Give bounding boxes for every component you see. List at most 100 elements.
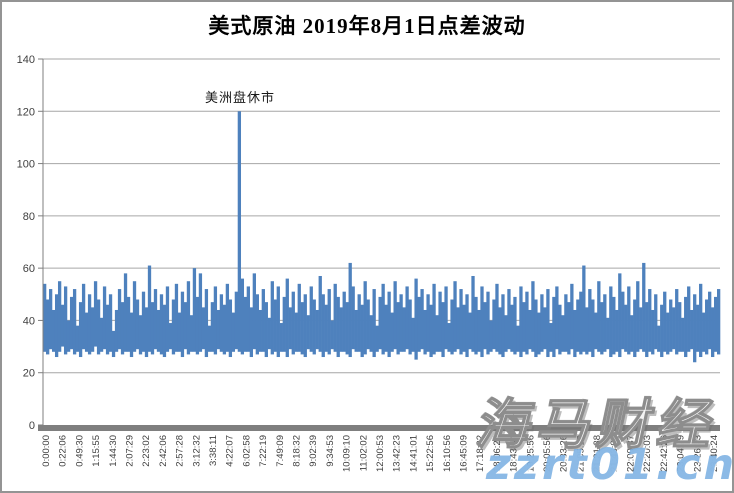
spread-bar [393,281,397,350]
spread-bar [60,304,65,347]
x-axis-tick-label: 3:12:32 [191,435,202,467]
spread-bar [456,307,460,350]
spread-bar [81,283,86,350]
x-axis-tick-label: 23:26:23 [692,435,703,472]
x-axis-tick-label: 21:43:06 [609,435,620,472]
spread-bar [225,283,230,352]
spread-bar [276,286,280,358]
x-axis-tick-label: 11:02:02 [358,435,369,471]
spread-bar [621,291,625,350]
spread-bar [609,286,613,358]
spread-bar [69,296,74,350]
spread-bar [162,304,167,358]
spread-bar [585,307,589,355]
spread-bar [138,315,143,355]
spread-bar [183,302,188,350]
spread-bar [663,291,667,352]
spread-bar [462,304,466,352]
x-axis-tick-label: 14:41:01 [408,435,419,472]
spread-bar [441,302,445,358]
spread-bar [561,315,565,352]
spread-bar [210,302,215,352]
spread-bar [387,291,391,358]
spread-bar [642,262,646,352]
spread-bar [438,291,442,352]
spread-bar [603,294,607,352]
x-axis-tick-label: 1:44:30 [108,435,119,467]
spread-bar [630,315,634,352]
x-axis-tick-label: 8:18:32 [292,435,303,467]
spread-bar [624,304,628,352]
spread-bar [510,304,514,352]
spread-bar [165,286,170,352]
y-axis-tick-label: 140 [17,54,35,66]
spread-bar [57,281,62,352]
spread-bar [43,283,47,352]
spread-bar [465,294,469,358]
y-axis-tick-label: 80 [23,211,35,223]
x-axis-tick-label: 23:04:29 [676,435,687,472]
spread-bar [147,265,152,352]
spread-bar [46,299,50,355]
spread-bar [294,312,298,352]
x-axis-tick-label: 9:34:53 [325,435,336,467]
x-axis-tick-label: 2:57:28 [175,435,186,467]
spread-bar [684,296,688,358]
x-axis-tick-label: 1:15:55 [91,435,102,467]
spread-bar [531,281,535,352]
spread-bar [90,307,95,352]
spread-bar [690,309,694,350]
spread-bar [297,283,301,352]
y-axis-tick-label: 60 [23,263,35,275]
spread-bar [51,309,56,352]
x-axis-tick-label: 22:20:03 [642,435,653,472]
spread-bar [540,294,544,352]
spread-bar [405,286,409,350]
spread-bar [108,294,113,352]
spread-bar [693,294,697,363]
spread-bar [381,283,385,355]
spread-bar [534,299,538,358]
spread-bar [552,296,556,358]
spread-bar [555,286,559,350]
x-axis-tick-label: 10:09:10 [342,435,353,472]
spread-bar [333,283,337,352]
spread-bar [558,304,562,355]
spread-bar [195,296,200,355]
spread-bar [549,323,553,352]
spread-bar [579,291,583,355]
spread-bar [636,281,640,352]
spread-bar [471,275,475,352]
spread-bar [144,307,149,358]
x-axis-tick-label: 22:00:37 [626,435,637,472]
spread-bar [615,309,619,352]
spread-bar [651,309,655,355]
spread-bar [429,304,433,358]
spread-bar [528,309,532,350]
spread-bar [384,304,388,352]
spread-bar [315,309,319,350]
spread-bar [507,289,511,350]
spread-bar [180,291,185,358]
x-axis-tick-label: 6:02:58 [241,435,252,467]
x-axis-tick-label: 20:33:26 [559,435,570,472]
spread-bar [516,325,520,352]
spread-bar [378,296,382,350]
spread-bar [105,304,110,355]
spread-bar [342,291,346,352]
x-axis-tick-label: 18:06:24 [492,435,503,472]
x-axis-tick-label: 15:22:56 [425,435,436,472]
market-break-annotation: 美洲盘休市 [204,90,275,105]
spread-bar [117,289,122,350]
spread-bar [126,296,131,352]
spread-bar [696,304,700,352]
spread-bar [300,302,304,355]
spread-bar [519,286,523,358]
spread-bar [231,312,236,352]
spread-bar [366,299,370,350]
spread-bar [75,325,80,352]
spread-bar [567,302,571,355]
spread-bar [306,315,310,350]
spread-bar [687,286,691,352]
spread-bar [177,312,182,352]
